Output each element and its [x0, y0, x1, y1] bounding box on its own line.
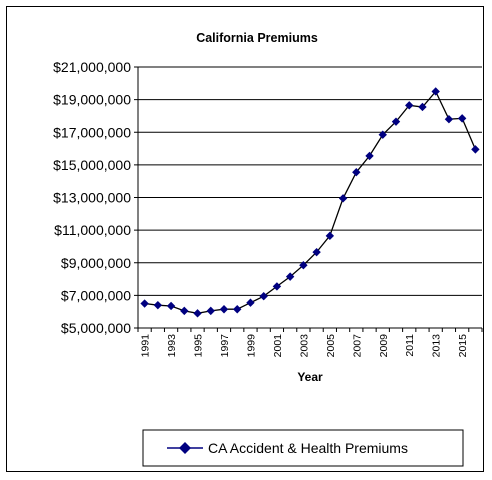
y-tick-label: $19,000,000 [53, 92, 131, 108]
chart-frame [6, 6, 484, 472]
data-point [325, 231, 335, 241]
legend: CA Accident & Health Premiums [142, 429, 464, 467]
data-point [206, 306, 215, 316]
data-point [153, 300, 163, 310]
data-point [272, 282, 282, 291]
x-tick-label: 2001 [272, 334, 284, 358]
y-tick-label: $13,000,000 [53, 190, 131, 206]
y-tick-label: $11,000,000 [54, 222, 131, 238]
x-tick-label: 1999 [245, 334, 257, 358]
y-tick-label: $17,000,000 [53, 124, 131, 140]
data-point [259, 291, 268, 301]
data-point [405, 101, 414, 110]
legend-diamond-marker [179, 442, 191, 454]
data-point [471, 145, 480, 154]
data-point [457, 114, 467, 123]
data-point [140, 299, 149, 308]
data-point [180, 306, 189, 316]
data-point [285, 272, 295, 281]
y-tick-label: $7,000,000 [61, 287, 131, 303]
data-point [418, 102, 427, 112]
data-point [431, 87, 440, 96]
grid-lines [138, 66, 482, 329]
data-point [299, 260, 308, 270]
data-point [365, 151, 374, 161]
series-layer [140, 87, 480, 318]
y-axis: $5,000,000 $7,000,000 $9,000,000 $11,000,00… [53, 59, 139, 336]
data-point [193, 309, 202, 318]
x-tick-label: 1997 [219, 334, 231, 358]
x-axis: 1991 1993 1995 1997 1999 2001 2003 2005 2007 2009… [137, 327, 483, 358]
x-tick-label: 1993 [166, 334, 178, 358]
series-line [144, 90, 476, 314]
data-point [378, 130, 387, 139]
data-point [352, 168, 361, 177]
data-point [233, 305, 242, 314]
x-axis-title: Year [297, 370, 323, 384]
y-tick-label: $21,000,000 [53, 59, 131, 75]
data-point [246, 298, 255, 307]
x-tick-label: 1995 [193, 334, 205, 358]
x-tick-label: 2005 [325, 334, 337, 358]
data-point [312, 247, 321, 257]
legend-label: CA Accident & Health Premiums [208, 440, 408, 456]
y-tick-label: $9,000,000 [61, 255, 131, 271]
x-tick-label: 2009 [378, 334, 390, 358]
x-tick-label: 1991 [140, 334, 152, 358]
data-point [391, 117, 401, 126]
y-tick-label: $15,000,000 [53, 157, 131, 173]
x-tick-label: 2011 [404, 334, 416, 357]
x-tick-label: 2003 [298, 334, 310, 358]
data-point [219, 305, 229, 314]
y-tick-label: $5,000,000 [61, 320, 131, 336]
data-point [338, 194, 348, 203]
x-tick-label: 2007 [351, 334, 363, 358]
x-tick-label: 2015 [457, 334, 469, 358]
data-point [444, 115, 454, 124]
x-tick-label: 2013 [431, 334, 443, 358]
chart-title: California Premiums [196, 31, 318, 45]
data-point [166, 301, 176, 311]
